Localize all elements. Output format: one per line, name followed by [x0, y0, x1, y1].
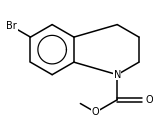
Text: N: N	[114, 70, 121, 80]
Text: Br: Br	[6, 21, 17, 31]
Text: O: O	[92, 107, 99, 117]
Text: O: O	[145, 95, 153, 105]
